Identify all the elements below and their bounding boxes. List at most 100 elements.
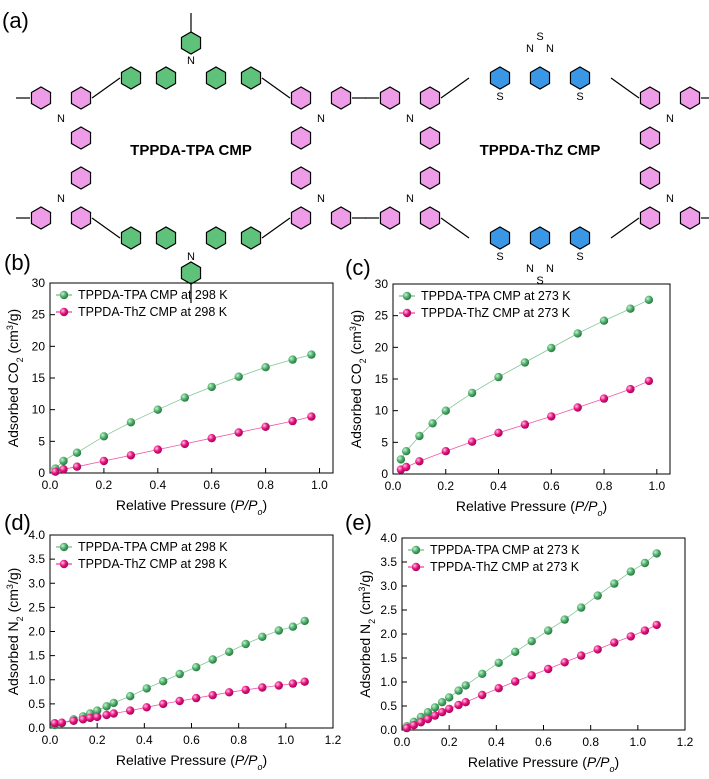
bond	[91, 77, 121, 99]
data-point	[153, 405, 162, 414]
data-point	[234, 372, 243, 381]
x-tick-label: 0.6	[183, 733, 200, 747]
phenyl-ring	[419, 86, 441, 110]
data-point	[288, 416, 297, 426]
data-point	[416, 718, 426, 727]
data-point	[159, 699, 168, 709]
phenyl-ring	[30, 86, 52, 110]
legend-label: TPPDA-ThZ CMP at 273 K	[421, 306, 571, 320]
thiadiazole-n: N	[526, 43, 534, 55]
y-tick-label: 25	[32, 308, 46, 322]
x-tick-label: 0.4	[488, 735, 505, 749]
panel-label-a: (a)	[2, 8, 29, 33]
data-point	[208, 691, 217, 700]
data-point	[527, 637, 536, 646]
y-tick-label: 1.5	[28, 649, 45, 663]
data-point	[72, 448, 82, 457]
data-point	[102, 702, 111, 711]
data-point	[192, 663, 201, 672]
data-point	[577, 651, 586, 660]
data-point	[288, 679, 298, 688]
amine-n: N	[187, 55, 195, 67]
data-point	[258, 683, 267, 692]
y-tick-label: 20	[32, 339, 46, 353]
data-point	[593, 591, 602, 600]
phenyl-ring-bridge	[240, 226, 262, 250]
data-point	[626, 384, 635, 394]
y-tick-label: 5	[381, 435, 388, 449]
series-line	[400, 299, 650, 460]
data-point	[520, 358, 530, 367]
data-point	[573, 403, 582, 412]
data-point	[192, 693, 201, 703]
data-point	[494, 428, 503, 437]
data-point	[402, 723, 411, 733]
y-tick-label: 2.0	[380, 627, 397, 641]
data-point	[560, 615, 569, 624]
bond	[610, 77, 640, 99]
data-point	[93, 712, 102, 722]
thiophene-s: S	[576, 251, 583, 263]
phenyl-ring	[379, 206, 401, 230]
y-tick-label: 3.0	[28, 576, 45, 590]
y-axis-label: Adsorbed CO2 (cm3/g)	[5, 309, 25, 447]
thiophene-ring	[489, 66, 511, 90]
data-point	[50, 719, 59, 728]
legend-marker	[402, 291, 412, 301]
phenyl-ring	[290, 166, 312, 190]
x-tick-label: 0.0	[385, 479, 402, 493]
data-point	[441, 447, 450, 456]
amine-n: N	[666, 113, 674, 125]
data-point	[494, 372, 503, 382]
x-tick-label: 0.2	[441, 735, 458, 749]
structure-label-tpa: TPPDA-TPA CMP	[130, 142, 252, 159]
bond	[261, 77, 291, 99]
data-point	[300, 616, 309, 626]
x-tick-label: 0.4	[490, 479, 507, 493]
data-point	[234, 428, 243, 437]
data-point	[467, 388, 477, 398]
data-point	[640, 558, 650, 568]
data-point	[467, 437, 477, 446]
x-tick-label: 0.2	[437, 479, 454, 493]
x-tick-label: 0.8	[582, 735, 599, 749]
legend-marker	[411, 545, 421, 555]
thiophene-s: S	[496, 91, 503, 103]
data-point	[274, 626, 283, 635]
y-tick-label: 10	[375, 404, 389, 418]
benzothiadiazole-ring	[529, 226, 551, 250]
data-point	[644, 295, 654, 304]
data-point	[544, 664, 553, 674]
data-point	[261, 422, 270, 431]
data-point	[428, 419, 437, 428]
x-tick-label: 0.8	[230, 733, 247, 747]
y-tick-label: 20	[375, 340, 389, 354]
data-point	[644, 376, 654, 386]
amine-n: N	[406, 113, 414, 125]
tpa-cmp-structure: N N N N N N	[16, 13, 366, 303]
legend-marker	[59, 542, 69, 552]
data-point	[126, 692, 135, 701]
data-point	[409, 721, 418, 730]
amine-n: N	[317, 193, 325, 205]
data-point	[461, 698, 470, 707]
amine-n: N	[187, 251, 195, 263]
data-point	[511, 677, 520, 686]
x-tick-label: 0.2	[89, 733, 106, 747]
data-point	[599, 316, 609, 325]
benzothiadiazole-ring	[529, 66, 551, 90]
phenyl-ring-bridge	[120, 226, 142, 250]
y-tick-label: 0.5	[28, 697, 45, 711]
phenyl-ring	[639, 166, 661, 190]
bond	[440, 77, 470, 99]
y-tick-label: 2.5	[380, 603, 397, 617]
data-point	[610, 638, 619, 647]
panel-label-d: (d)	[4, 510, 31, 535]
data-point	[437, 698, 447, 707]
data-point	[402, 462, 411, 472]
y-tick-label: 0	[38, 466, 45, 480]
legend-label: TPPDA-TPA CMP at 298 K	[78, 540, 228, 554]
bond	[261, 217, 291, 239]
data-point	[494, 658, 503, 667]
data-point	[274, 681, 283, 690]
